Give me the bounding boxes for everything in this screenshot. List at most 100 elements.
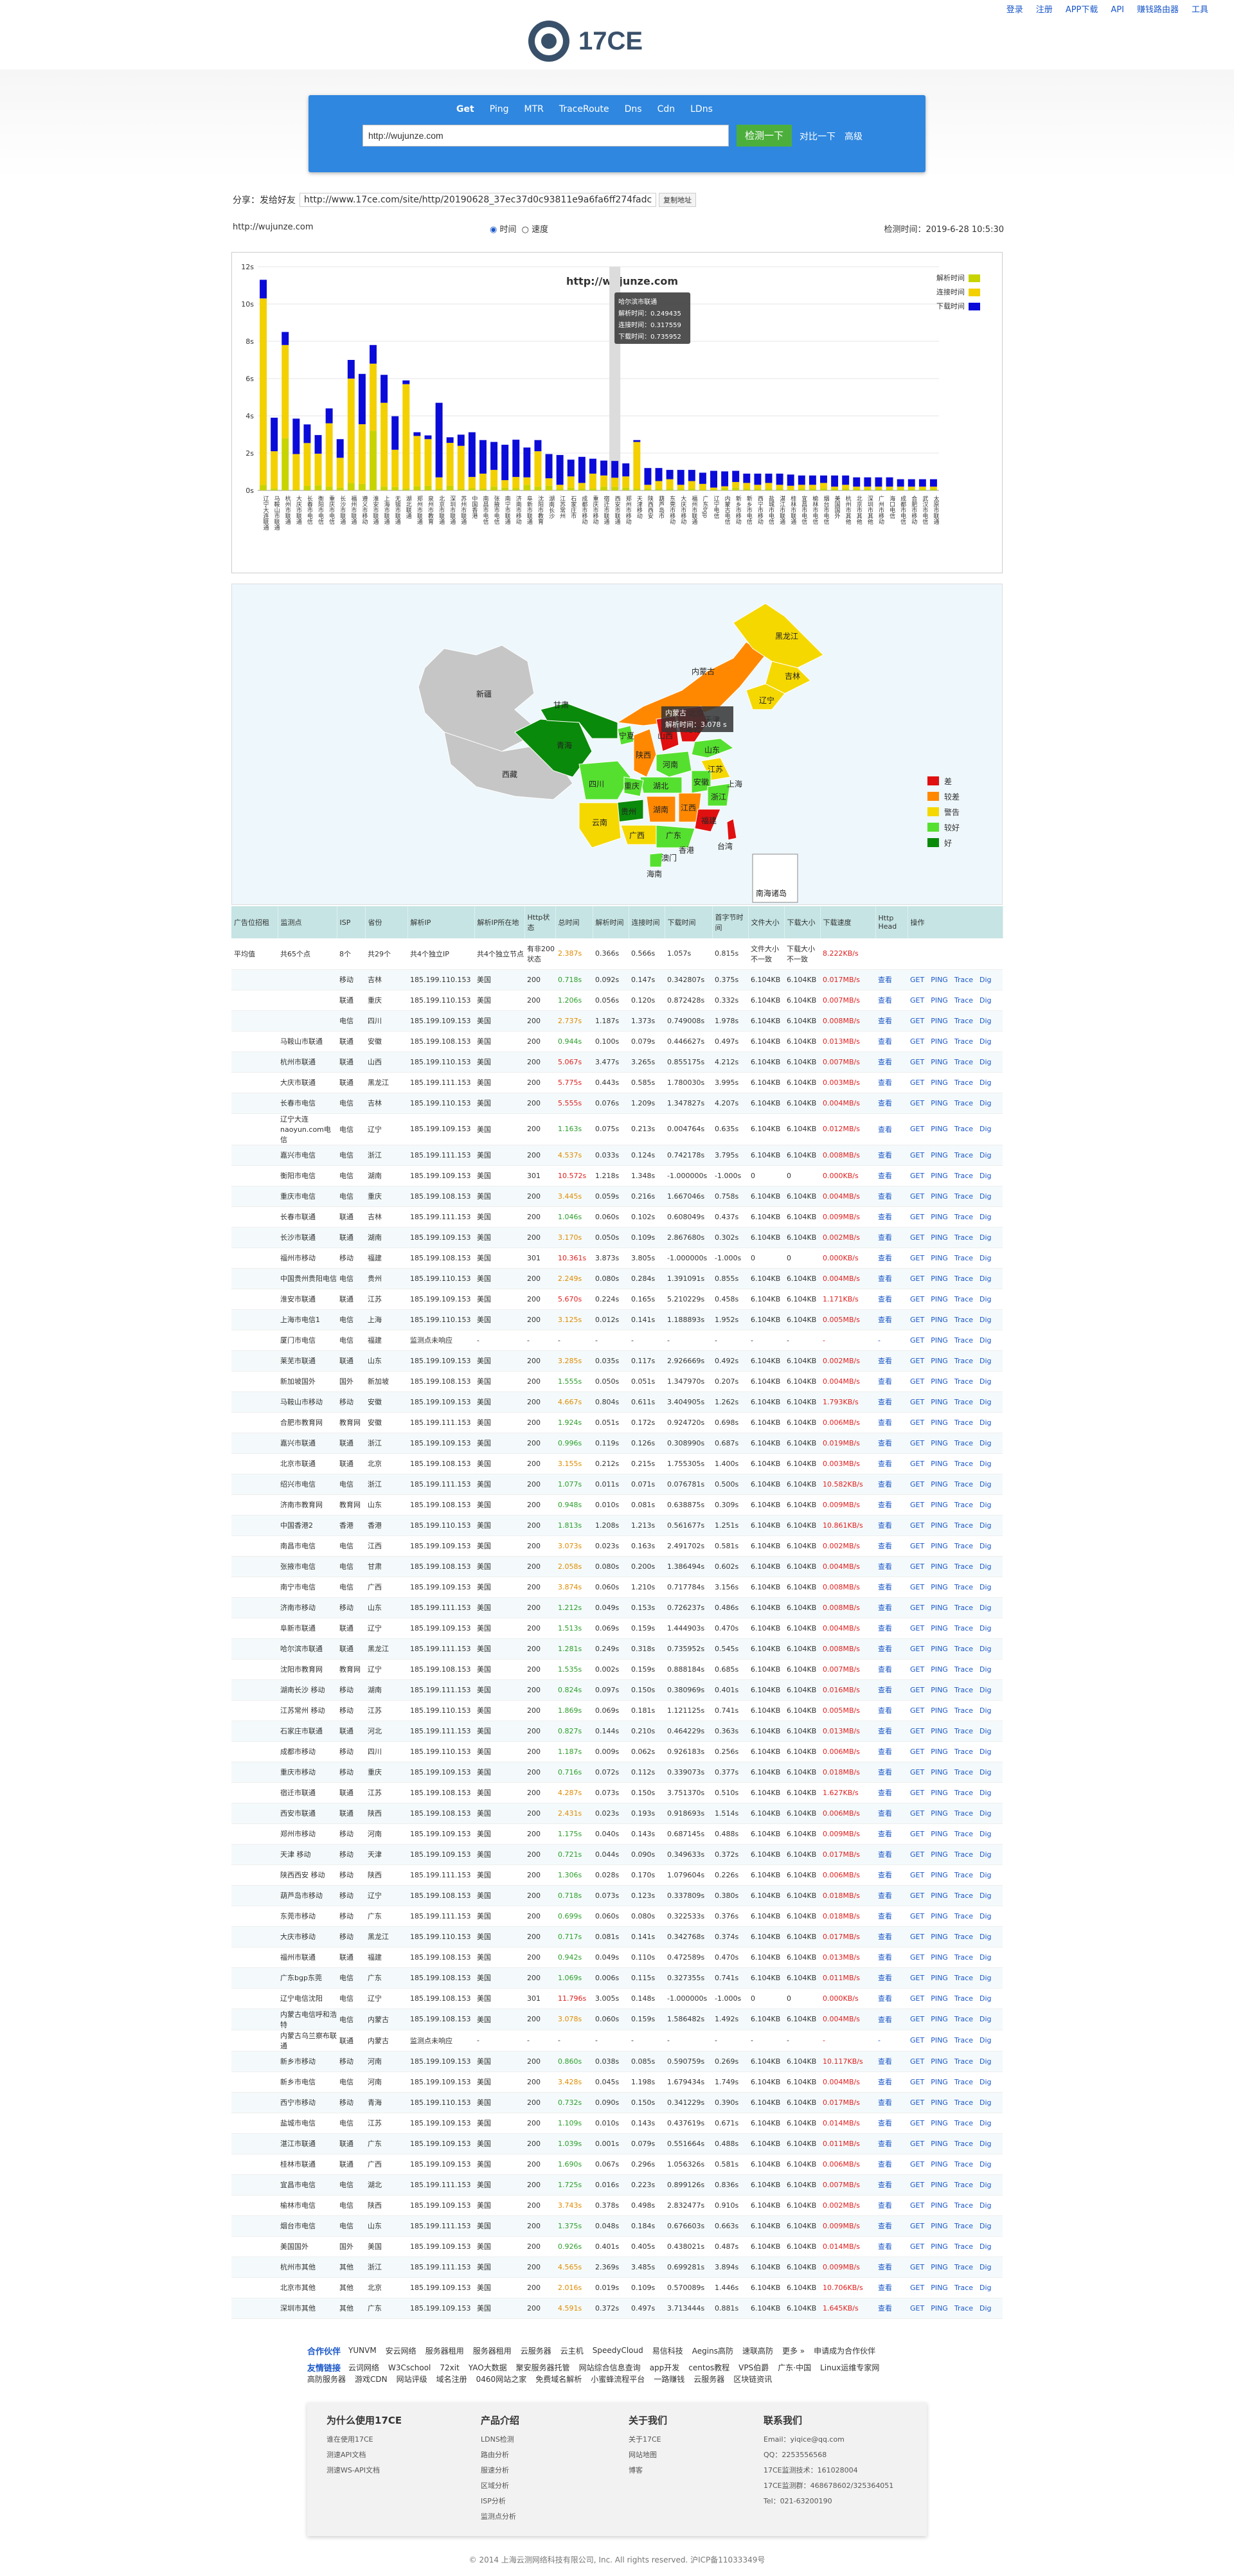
row-action-link[interactable]: GET: [910, 1315, 925, 1324]
row-action-link[interactable]: GET: [910, 1767, 925, 1776]
table-cell[interactable]: 查看: [875, 1597, 908, 1618]
row-action-link[interactable]: Trace: [954, 1767, 974, 1776]
table-cell[interactable]: -: [875, 1330, 908, 1351]
row-action-link[interactable]: GET: [910, 1582, 925, 1591]
row-action-link[interactable]: Trace: [954, 2303, 974, 2312]
row-action-link[interactable]: PING: [931, 1562, 948, 1571]
footer-link[interactable]: 博客: [629, 2466, 643, 2474]
row-action-link[interactable]: GET: [910, 1973, 925, 1982]
row-action-link[interactable]: GET: [910, 2139, 925, 2148]
row-action-link[interactable]: GET: [910, 1953, 925, 1962]
row-action-link[interactable]: Dig: [979, 1870, 992, 1879]
row-action-link[interactable]: PING: [931, 1582, 948, 1591]
table-cell[interactable]: GET PING Trace Dig: [908, 2133, 1003, 2154]
table-cell[interactable]: GET PING Trace Dig: [908, 1926, 1003, 1947]
row-action-link[interactable]: GET: [910, 2118, 925, 2127]
row-action-link[interactable]: Trace: [954, 1932, 974, 1941]
row-action-link[interactable]: PING: [931, 1459, 948, 1468]
table-cell[interactable]: 查看: [875, 1350, 908, 1372]
row-action-link[interactable]: Dig: [979, 2160, 992, 2169]
row-action-link[interactable]: GET: [910, 1377, 925, 1386]
table-cell[interactable]: 查看: [875, 1618, 908, 1639]
table-cell[interactable]: GET PING Trace Dig: [908, 1453, 1003, 1474]
table-cell[interactable]: 查看: [875, 2092, 908, 2113]
row-action-link[interactable]: Trace: [954, 1336, 974, 1345]
row-action-link[interactable]: GET: [910, 2303, 925, 2312]
row-action-link[interactable]: Trace: [954, 2283, 974, 2292]
table-cell[interactable]: GET PING Trace Dig: [908, 1535, 1003, 1557]
row-action-link[interactable]: PING: [931, 2139, 948, 2148]
table-cell[interactable]: 查看: [875, 1700, 908, 1721]
row-action-link[interactable]: PING: [931, 2160, 948, 2169]
table-cell[interactable]: GET PING Trace Dig: [908, 1638, 1003, 1659]
table-cell[interactable]: GET PING Trace Dig: [908, 1803, 1003, 1824]
row-action-link[interactable]: GET: [910, 1932, 925, 1941]
table-cell[interactable]: GET PING Trace Dig: [908, 2051, 1003, 2072]
table-cell[interactable]: GET PING Trace Dig: [908, 2154, 1003, 2175]
row-action-link[interactable]: Trace: [954, 1706, 974, 1715]
row-action-link[interactable]: Trace: [954, 1294, 974, 1303]
row-action-link[interactable]: Trace: [954, 1098, 974, 1107]
row-action-link[interactable]: PING: [931, 2098, 948, 2107]
footer-link[interactable]: LDNS检测: [481, 2435, 514, 2444]
table-cell[interactable]: 查看: [875, 1433, 908, 1454]
row-action-link[interactable]: GET: [910, 1233, 925, 1242]
row-action-link[interactable]: GET: [910, 1911, 925, 1920]
partner-link[interactable]: 云服务器: [520, 2346, 551, 2356]
row-action-link[interactable]: Trace: [954, 2201, 974, 2210]
table-cell[interactable]: 查看: [875, 969, 908, 990]
row-action-link[interactable]: PING: [931, 2262, 948, 2271]
row-action-link[interactable]: Trace: [954, 1438, 974, 1447]
row-action-link[interactable]: GET: [910, 2221, 925, 2230]
table-cell[interactable]: GET PING Trace Dig: [908, 1433, 1003, 1454]
friend-link[interactable]: 网站综合信息查询: [578, 2363, 641, 2372]
row-action-link[interactable]: Trace: [954, 2139, 974, 2148]
row-action-link[interactable]: Dig: [979, 1098, 992, 1107]
table-cell[interactable]: GET PING Trace Dig: [908, 1289, 1003, 1310]
table-cell[interactable]: 查看: [875, 990, 908, 1011]
row-action-link[interactable]: Dig: [979, 2201, 992, 2210]
table-cell[interactable]: GET PING Trace Dig: [908, 1165, 1003, 1186]
row-action-link[interactable]: Dig: [979, 1582, 992, 1591]
row-action-link[interactable]: Trace: [954, 1233, 974, 1242]
row-action-link[interactable]: PING: [931, 2303, 948, 2312]
footer-link[interactable]: 服速分析: [481, 2466, 509, 2474]
row-action-link[interactable]: Trace: [954, 1850, 974, 1859]
login-link[interactable]: 登录: [1006, 5, 1023, 15]
row-action-link[interactable]: PING: [931, 1057, 948, 1066]
row-action-link[interactable]: PING: [931, 1125, 948, 1133]
partner-link[interactable]: 服务器租用: [472, 2346, 512, 2356]
table-cell[interactable]: GET PING Trace Dig: [908, 2092, 1003, 2113]
row-action-link[interactable]: Trace: [954, 1582, 974, 1591]
table-cell[interactable]: 查看: [875, 2051, 908, 2072]
row-action-link[interactable]: Dig: [979, 2262, 992, 2271]
footer-link[interactable]: 区域分析: [481, 2482, 509, 2490]
row-action-link[interactable]: GET: [910, 1016, 925, 1025]
row-action-link[interactable]: GET: [910, 1098, 925, 1107]
row-action-link[interactable]: PING: [931, 1911, 948, 1920]
row-action-link[interactable]: GET: [910, 1726, 925, 1735]
table-cell[interactable]: 查看: [875, 1721, 908, 1742]
partner-link[interactable]: 速联高防: [742, 2346, 773, 2356]
row-action-link[interactable]: PING: [931, 2057, 948, 2066]
row-action-link[interactable]: PING: [931, 2221, 948, 2230]
table-cell[interactable]: GET PING Trace Dig: [908, 2008, 1003, 2030]
row-action-link[interactable]: Trace: [954, 1953, 974, 1962]
tools-link[interactable]: 工具: [1191, 5, 1208, 15]
row-action-link[interactable]: PING: [931, 1078, 948, 1087]
table-cell[interactable]: 查看: [875, 1967, 908, 1989]
row-action-link[interactable]: GET: [910, 1623, 925, 1632]
row-action-link[interactable]: Dig: [979, 1973, 992, 1982]
footer-link[interactable]: 监测点分析: [481, 2512, 516, 2521]
row-action-link[interactable]: Dig: [979, 2098, 992, 2107]
row-action-link[interactable]: PING: [931, 1870, 948, 1879]
table-cell[interactable]: 查看: [875, 2277, 908, 2298]
row-action-link[interactable]: GET: [910, 1459, 925, 1468]
table-cell[interactable]: 查看: [875, 2257, 908, 2278]
row-action-link[interactable]: PING: [931, 1973, 948, 1982]
row-action-link[interactable]: GET: [910, 1747, 925, 1756]
table-cell[interactable]: 查看: [875, 1906, 908, 1927]
row-action-link[interactable]: PING: [931, 1685, 948, 1694]
row-action-link[interactable]: GET: [910, 2283, 925, 2292]
table-cell[interactable]: GET PING Trace Dig: [908, 1700, 1003, 1721]
